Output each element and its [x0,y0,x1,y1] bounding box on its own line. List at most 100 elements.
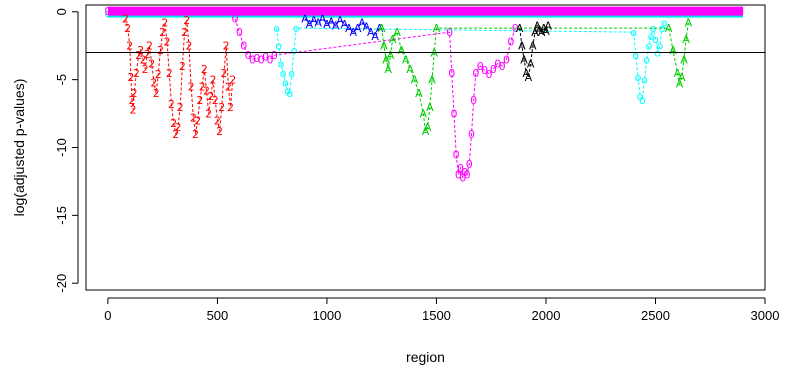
data-point: A [341,18,349,31]
data-point: A [540,22,548,35]
data-point: 2 [183,14,190,27]
x-axis-title: region [406,349,445,365]
data-point: 0 [503,53,510,66]
x-tick-label: 500 [207,308,229,323]
data-point: 2 [190,112,197,125]
data-point: 0 [400,5,407,18]
data-point: 0 [499,5,506,18]
data-point: o [273,22,280,35]
data-point: 2 [157,44,164,57]
data-point: 0 [331,5,338,18]
data-point: 0 [266,53,273,66]
data-point: A [314,17,322,30]
data-point: A [363,21,371,34]
data-point: A [680,53,688,66]
data-point: o [630,26,637,39]
data-point: 0 [568,5,575,18]
y-tick-label: -15 [54,206,69,225]
data-point: o [282,76,289,89]
data-point: 0 [735,5,742,18]
data-point: A [685,17,693,30]
data-point: o [291,44,298,57]
data-point: 0 [311,5,318,18]
data-point: A [378,22,386,35]
data-point: A [433,22,441,35]
data-point: 0 [173,5,180,18]
data-point: 2 [135,49,142,62]
data-point: 0 [420,5,427,18]
data-point: A [533,19,541,32]
data-point: A [665,22,673,35]
data-point: A [402,53,410,66]
data-point: A [522,67,530,80]
data-point: 0 [696,5,703,18]
data-point: 0 [450,108,457,121]
data-point: 0 [104,5,111,18]
data-point: 0 [321,5,328,18]
data-point: 0 [464,169,471,182]
data-point: 0 [459,171,466,184]
data-point: 0 [272,5,279,18]
data-point: 2 [148,57,155,70]
data-point: 0 [548,5,555,18]
data-point: 2 [127,71,134,84]
data-point: 0 [134,5,141,18]
plot-frame [85,4,766,291]
data-point: 2 [227,101,234,114]
data-point: A [518,40,526,53]
data-point: 0 [242,5,249,18]
data-point: A [328,15,336,28]
data-point: o [659,22,666,35]
data-point: 2 [210,74,217,87]
data-point: 2 [203,85,210,98]
data-point: A [376,22,384,35]
data-point: A [428,74,436,87]
data-point: 0 [461,166,468,179]
data-point: o [286,87,293,100]
data-point: 0 [453,148,460,161]
data-point: 0 [430,5,437,18]
data-point: 0 [468,128,475,141]
data-point: o [275,40,282,53]
data-point: 0 [440,5,447,18]
series-line-2 [276,22,665,102]
data-point: 2 [161,17,168,30]
data-point: 0 [479,5,486,18]
data-point: 2 [133,67,140,80]
data-point: 2 [144,48,151,61]
data-point: 2 [218,101,225,114]
data-point: A [380,40,388,53]
data-point: o [639,94,646,107]
data-point: A [384,63,392,76]
data-point: 0 [380,5,387,18]
data-point: 0 [528,5,535,18]
data-point: A [536,23,544,36]
data-point: A [420,108,428,121]
data-point: 0 [499,60,506,73]
data-point: A [332,19,340,32]
data-point: 2 [128,94,135,107]
data-point: 2 [174,121,181,134]
y-tick-label: -20 [54,274,69,293]
data-point: 2 [225,80,232,93]
data-point: o [661,17,668,30]
data-point: 0 [686,5,693,18]
data-point: A [382,53,390,66]
data-point: 0 [477,60,484,73]
data-point: 0 [258,53,265,66]
data-point: A [345,22,353,35]
data-point: 2 [142,63,149,76]
data-point: 2 [131,87,138,100]
data-point: 0 [597,5,604,18]
y-tick-label: -5 [54,74,69,86]
data-point: A [682,33,690,46]
data-point: 0 [494,57,501,70]
data-point: o [289,67,296,80]
data-point: 0 [390,5,397,18]
data-point: 0 [486,68,493,81]
data-point: 2 [196,94,203,107]
data-point: 0 [716,5,723,18]
data-point: 0 [236,26,243,39]
data-point: 2 [166,67,173,80]
